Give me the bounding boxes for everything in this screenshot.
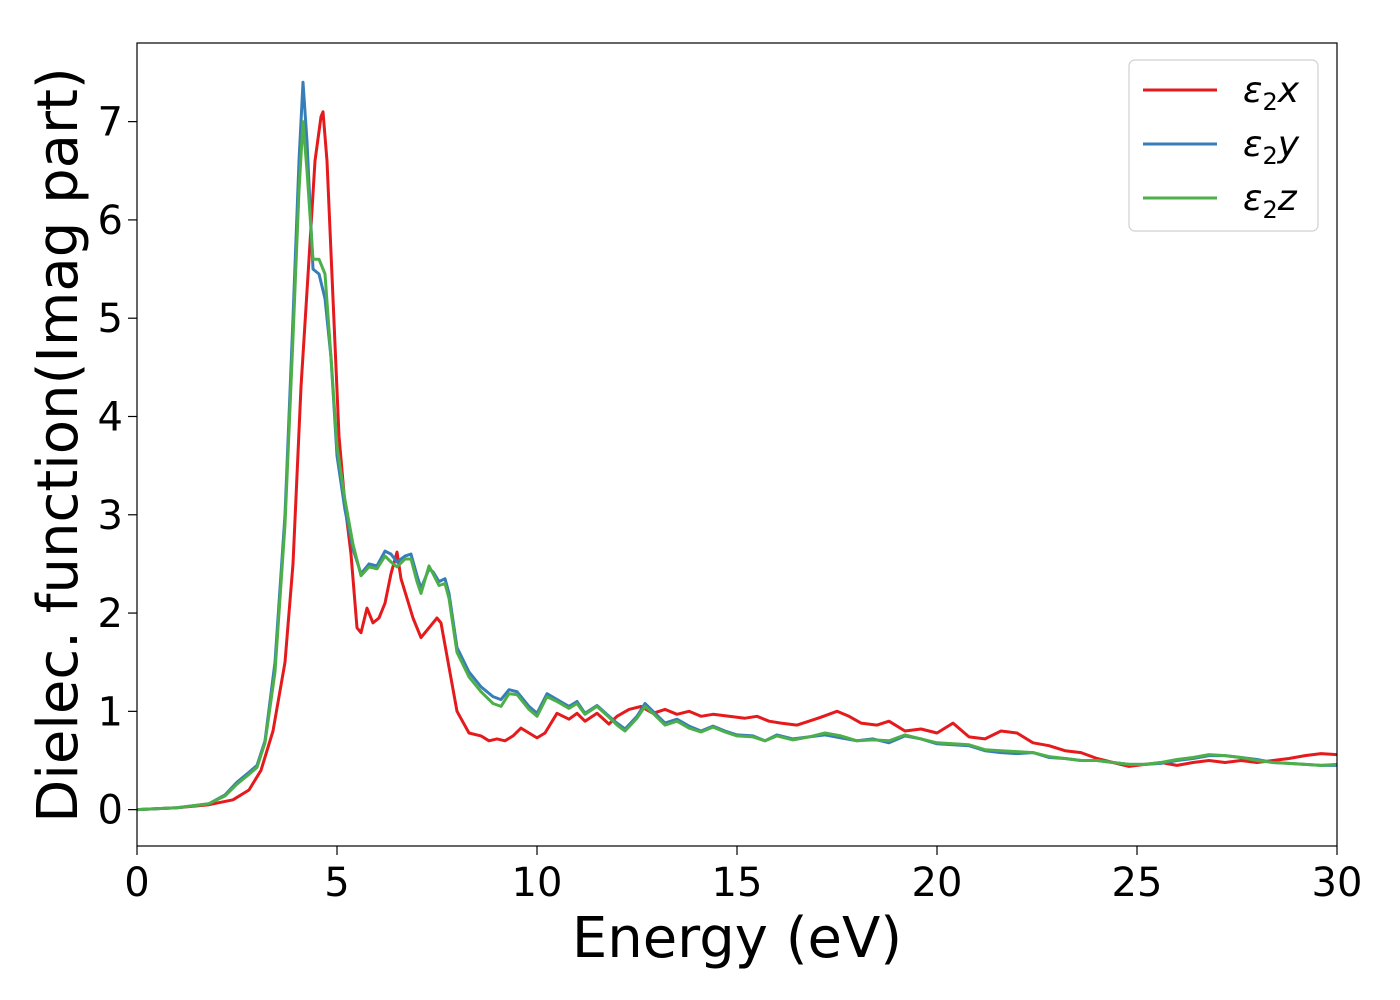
- y-tick-label: 3: [98, 493, 123, 539]
- x-tick-label: 30: [1312, 860, 1363, 906]
- legend: ε2x ε2y ε2z: [1128, 59, 1319, 232]
- x-axis-title: Energy (eV): [572, 906, 902, 971]
- series-line-z: [137, 120, 1337, 812]
- x-tick-label: 5: [324, 860, 349, 906]
- y-tick-label: 4: [98, 394, 123, 440]
- series-layer: [137, 80, 1337, 812]
- y-tick-label: 1: [98, 689, 123, 735]
- x-tick-label: 10: [512, 860, 563, 906]
- legend-box: [1128, 59, 1319, 232]
- y-tick-label: 2: [98, 591, 123, 637]
- y-axis: 0 1 2 3 4 5 6 7: [98, 100, 137, 834]
- x-tick-label: 15: [712, 860, 763, 906]
- x-tick-label: 25: [1112, 860, 1163, 906]
- y-axis-title: Dielec. function(Imag part): [26, 67, 91, 823]
- y-tick-label: 0: [98, 788, 123, 834]
- y-tick-label: 6: [98, 198, 123, 244]
- legend-label-y: ε2y: [1243, 124, 1300, 170]
- x-tick-label: 0: [124, 860, 149, 906]
- legend-label-z: ε2z: [1243, 178, 1298, 224]
- y-tick-label: 5: [98, 296, 123, 342]
- x-axis: 0 5 10 15 20 25 30: [124, 846, 1362, 906]
- legend-label-x: ε2x: [1243, 70, 1300, 116]
- y-tick-label: 7: [98, 100, 123, 146]
- x-tick-label: 20: [912, 860, 963, 906]
